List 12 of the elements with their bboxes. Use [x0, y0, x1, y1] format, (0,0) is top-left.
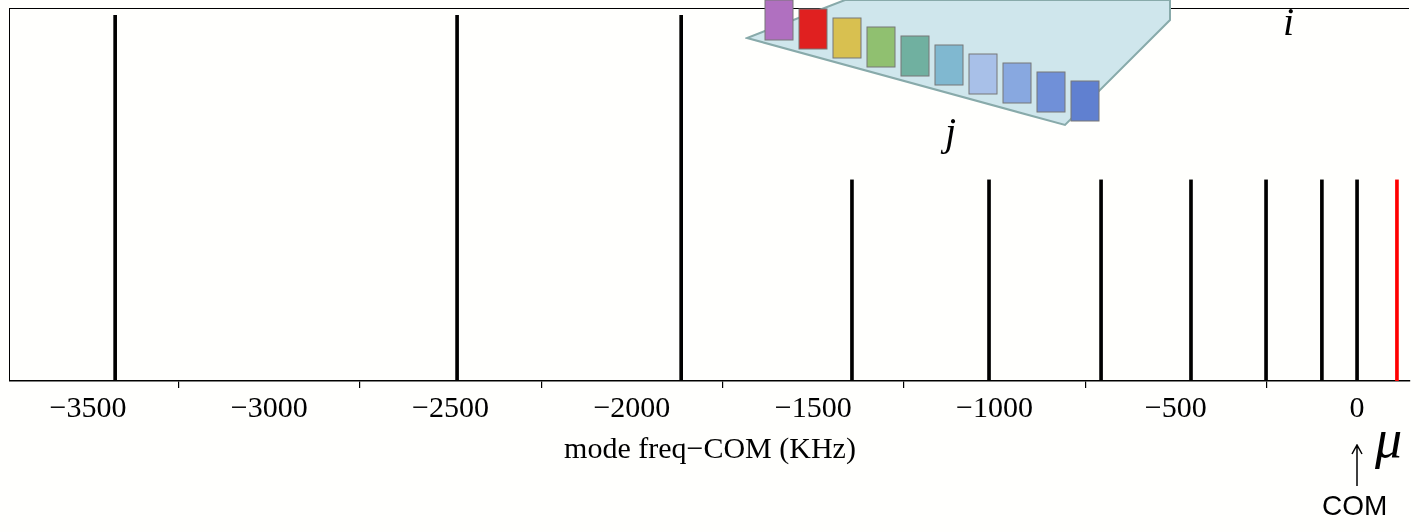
- x-tick-label: −3000: [230, 389, 308, 423]
- x-tick-label: −2000: [593, 389, 671, 423]
- x-tick-label: −2500: [412, 389, 490, 423]
- x-tick-label: −1500: [774, 389, 852, 423]
- x-tick-label: −1000: [956, 389, 1033, 423]
- x-tick-label: 0: [1349, 389, 1365, 423]
- text: μ: [1375, 408, 1403, 470]
- annotation: i: [1283, 0, 1295, 45]
- x-tick-label: −3500: [49, 389, 127, 423]
- x-tick-label: −500: [1144, 389, 1207, 423]
- text: COM: [1322, 490, 1388, 522]
- x-axis-title: mode freq−COM (KHz): [564, 430, 856, 465]
